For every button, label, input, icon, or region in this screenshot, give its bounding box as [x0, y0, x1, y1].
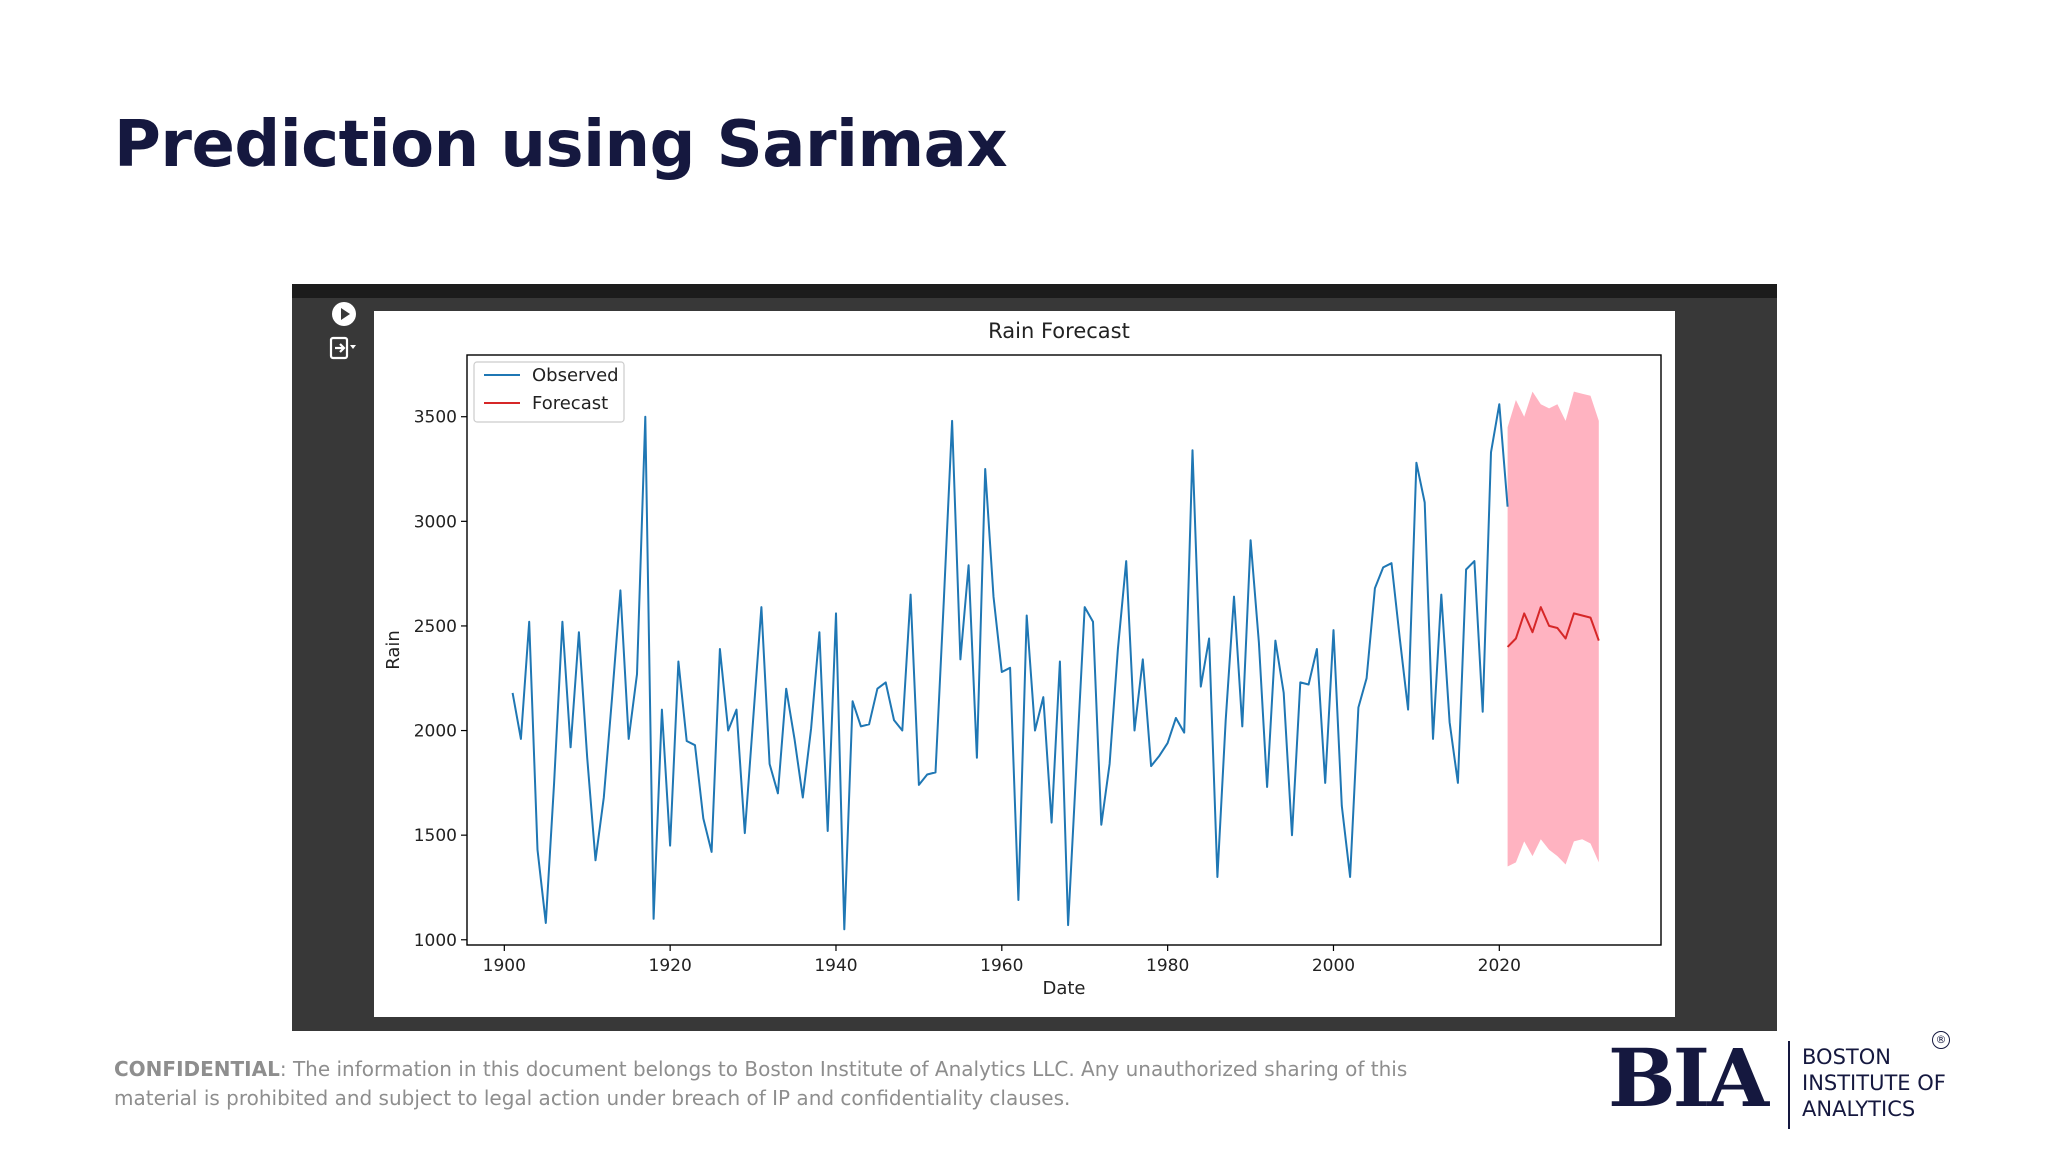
registered-mark: ®	[1932, 1031, 1950, 1049]
logo-line-3: ANALYTICS	[1802, 1097, 1916, 1121]
y-axis-label: Rain	[383, 630, 404, 670]
x-tick-label: 1920	[649, 956, 692, 976]
x-tick-label: 1980	[1146, 956, 1189, 976]
axes-frame	[466, 354, 1662, 946]
confidential-label: CONFIDENTIAL	[114, 1057, 280, 1081]
rain-forecast-chart: Rain Forecast 1900 1920 1940 1960 1980 2000 20…	[383, 319, 1662, 999]
logo-mark: BIA	[1608, 1031, 1769, 1125]
legend: Observed Forecast	[473, 361, 625, 423]
logo-divider	[1788, 1041, 1790, 1129]
y-tick-label: 2500	[414, 617, 457, 637]
y-tick-label: 2000	[414, 722, 457, 742]
x-axis-label: Date	[1042, 978, 1085, 999]
run-cell-icon[interactable]	[330, 300, 358, 328]
legend-forecast-label: Forecast	[532, 393, 608, 414]
slide-title: Prediction using Sarimax	[114, 108, 1008, 182]
y-tick-label: 1000	[414, 931, 457, 951]
series-line-observed	[511, 403, 1509, 931]
legend-observed-label: Observed	[532, 365, 619, 386]
logo-line-2: INSTITUTE OF	[1802, 1071, 1946, 1095]
notebook-output-screenshot: Rain Forecast 1900 1920 1940 1960 1980 2000 20…	[292, 284, 1777, 1031]
plot-panel: Rain Forecast 1900 1920 1940 1960 1980 2000 20…	[374, 311, 1675, 1017]
logo-line-1: BOSTON	[1802, 1045, 1891, 1069]
y-tick-label: 3500	[414, 408, 457, 428]
x-tick-label: 2020	[1478, 956, 1521, 976]
x-tick-label: 1940	[814, 956, 857, 976]
chart-title: Rain Forecast	[988, 319, 1130, 343]
y-tick-label: 1500	[414, 826, 457, 846]
x-tick-label: 1900	[483, 956, 526, 976]
bia-logo: BIA BOSTON INSTITUTE OF ANALYTICS ®	[1608, 1031, 1950, 1130]
legend-box	[473, 361, 625, 423]
x-tick-label: 2000	[1312, 956, 1355, 976]
confidentiality-notice: CONFIDENTIAL: The information in this do…	[114, 1055, 1414, 1113]
notebook-cell-topbar	[292, 284, 1777, 298]
confidential-text: : The information in this document belon…	[114, 1057, 1408, 1110]
output-toggle-icon[interactable]	[328, 334, 360, 362]
forecast-confidence-band	[1507, 391, 1599, 867]
y-tick-label: 3000	[414, 512, 457, 532]
x-tick-label: 1960	[980, 956, 1023, 976]
series-line-forecast	[1506, 606, 1600, 648]
